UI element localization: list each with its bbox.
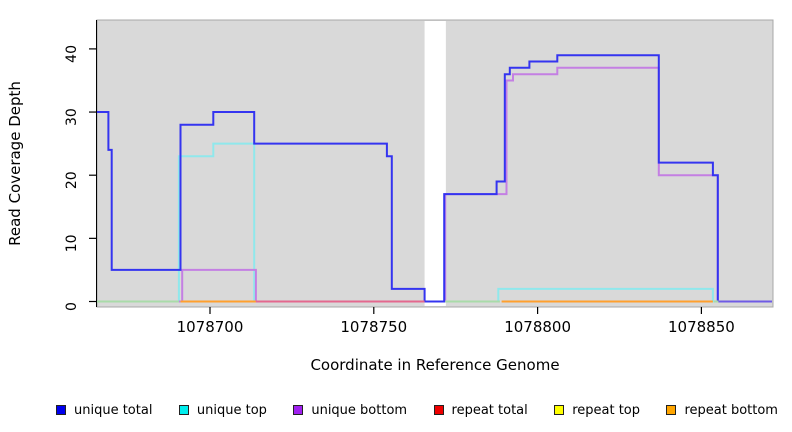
x-tick-label: 1078850: [668, 318, 735, 336]
y-axis-title: Read Coverage Depth: [6, 81, 24, 246]
legend-label: unique top: [196, 402, 267, 418]
y-tick-label: 20: [64, 171, 80, 189]
legend-label: repeat total: [451, 402, 528, 418]
legend-swatch-repeat-top: [554, 405, 565, 415]
legend-item-repeat-bottom: repeat bottom: [666, 404, 778, 417]
x-tick-label: 1078750: [340, 318, 407, 336]
legend-swatch-unique-top: [178, 405, 189, 415]
legend-label: unique bottom: [311, 402, 408, 418]
legend-label: unique total: [74, 402, 153, 418]
legend-swatch-repeat-total: [433, 405, 444, 415]
y-tick-label: 10: [64, 234, 80, 252]
legend-swatch-repeat-bottom: [666, 405, 677, 415]
legend-swatch-unique-total: [56, 405, 66, 415]
series-unique-bottom: [97, 66, 772, 303]
x-tick-label: 1078700: [177, 318, 244, 336]
legend-swatch-unique-bottom: [293, 405, 304, 415]
legend-label: repeat bottom: [684, 402, 778, 418]
coverage-gap-band: [424, 21, 446, 306]
series-unique-top: [97, 142, 772, 303]
y-tick-label: 40: [64, 45, 80, 63]
legend-item-unique-total: unique total: [56, 404, 152, 417]
x-axis-title: Coordinate in Reference Genome: [310, 356, 559, 374]
legend-item-repeat-total: repeat total: [433, 402, 528, 418]
y-tick-label: 0: [64, 302, 80, 311]
chart-legend: unique total unique top unique bottom repea…: [0, 394, 792, 426]
legend-item-unique-bottom: unique bottom: [293, 404, 407, 417]
coverage-chart: 0 10 20 30 40 1078700 1078750 1078800 1078850 Coo…: [6, 19, 774, 374]
legend-label: repeat top: [572, 402, 640, 418]
x-tick-label: 1078800: [504, 318, 571, 336]
y-tick-label: 30: [64, 108, 80, 126]
legend-item-unique-top: unique top: [178, 402, 267, 418]
series-unique-total: [97, 54, 772, 303]
legend-item-repeat-top: repeat top: [554, 404, 640, 417]
